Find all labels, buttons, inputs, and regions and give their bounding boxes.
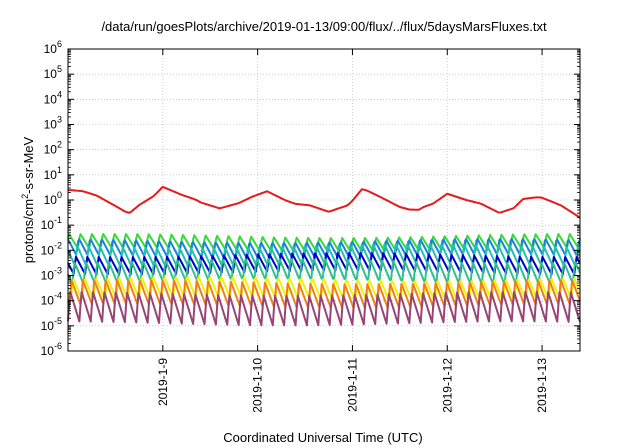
series-line (67, 185, 581, 219)
y-tick-label-exponent: 4 (57, 89, 62, 99)
series-line (67, 276, 581, 302)
y-tick-label: 101 (44, 165, 62, 182)
y-tick-label: 104 (44, 89, 62, 106)
x-tick-label: 2019-1-13 (535, 358, 549, 413)
y-tick-label-base: 10 (44, 42, 58, 56)
y-tick-label-exponent: -3 (54, 266, 62, 276)
y-tick-label-base: 10 (41, 319, 55, 333)
y-tick-label: 10-4 (41, 291, 62, 308)
y-tick-label-exponent: -2 (54, 240, 62, 250)
chart-title: /data/run/goesPlots/archive/2019-01-13/0… (101, 19, 547, 34)
y-tick-label: 10-5 (41, 316, 62, 333)
x-tick-label: 2019-1-12 (440, 358, 454, 413)
x-tick-label: 2019-1-9 (156, 358, 170, 406)
y-tick-label-exponent: -1 (54, 215, 62, 225)
y-axis-label-post: -s-sr-MeV (21, 136, 36, 193)
y-tick-label-base: 10 (44, 143, 58, 157)
y-tick-label-base: 10 (44, 92, 58, 106)
x-tick-label: 2019-1-11 (345, 358, 359, 412)
y-tick-label-base: 10 (41, 218, 55, 232)
y-tick-label-base: 10 (41, 294, 55, 308)
y-axis-label: protons/cm2-s-sr-MeV (20, 136, 36, 263)
y-tick-label: 105 (44, 64, 62, 81)
y-axis-label-pre: protons/cm (21, 199, 36, 263)
series-line (67, 233, 581, 252)
y-tick-label-base: 10 (44, 67, 58, 81)
y-tick-labels: 10-610-510-410-310-210-11001011021031041… (41, 39, 62, 358)
y-tick-label-exponent: 6 (57, 39, 62, 49)
y-tick-label: 10-6 (41, 341, 62, 358)
y-tick-label-base: 10 (44, 168, 58, 182)
y-tick-label: 103 (44, 115, 62, 132)
y-tick-label-exponent: 0 (57, 190, 62, 200)
y-tick-label: 10-3 (41, 266, 62, 283)
y-tick-label-exponent: 3 (57, 115, 62, 125)
y-tick-label-exponent: -5 (54, 316, 62, 326)
x-tick-label: 2019-1-10 (251, 358, 265, 413)
y-axis-label-sup: 2 (20, 194, 30, 199)
y-tick-label-base: 10 (44, 118, 58, 132)
x-axis-label: Coordinated Universal Time (UTC) (223, 430, 422, 445)
series-line (67, 238, 581, 260)
y-tick-label: 10-1 (41, 215, 62, 232)
y-tick-label: 102 (44, 140, 62, 157)
y-tick-label-base: 10 (41, 269, 55, 283)
y-tick-label-exponent: 2 (57, 140, 62, 150)
y-tick-label-exponent: -4 (54, 291, 62, 301)
series-line (67, 279, 581, 310)
x-tick-labels: 2019-1-9 2019-1-10 2019-1-11 2019-1-12 2019-… (156, 358, 549, 413)
y-tick-label: 10-2 (41, 240, 62, 257)
y-tick-label-exponent: 5 (57, 64, 62, 74)
series-line (67, 257, 581, 284)
tick-marks (68, 48, 580, 352)
y-tick-label-exponent: -6 (54, 341, 62, 351)
y-tick-label-base: 10 (44, 193, 58, 207)
series-line (67, 290, 581, 327)
y-tick-label: 100 (44, 190, 62, 207)
y-tick-label-base: 10 (41, 344, 55, 358)
y-tick-label: 106 (44, 39, 62, 56)
series-group (67, 185, 581, 327)
y-tick-label-base: 10 (41, 243, 55, 257)
y-tick-label-exponent: 1 (57, 165, 62, 175)
